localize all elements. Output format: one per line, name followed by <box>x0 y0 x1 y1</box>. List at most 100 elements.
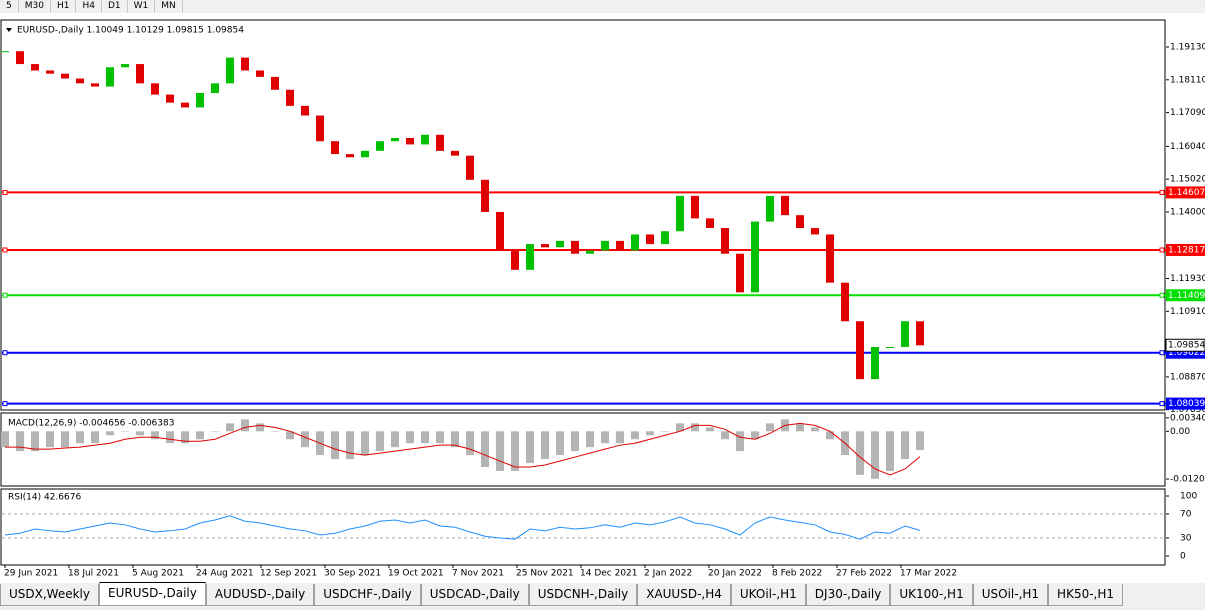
timeframe-button[interactable]: H1 <box>51 0 77 13</box>
x-tick-label: 20 Jan 2022 <box>708 569 762 579</box>
current-price-label: 1.09854 <box>1168 341 1205 351</box>
chart-tab[interactable]: DJ30-,Daily <box>805 584 891 606</box>
macd-bar <box>706 427 714 432</box>
candle-body <box>691 195 699 219</box>
macd-bar <box>466 431 474 456</box>
timeframe-button[interactable]: D1 <box>102 0 128 13</box>
candle-body <box>451 150 459 156</box>
timeframe-button[interactable]: 5 <box>0 0 19 13</box>
x-tick-label: 2 Jan 2022 <box>644 569 692 579</box>
macd-bar <box>541 431 549 460</box>
timeframe-button[interactable]: W1 <box>128 0 156 13</box>
level-handle <box>1159 350 1165 356</box>
level-handle <box>1159 247 1165 253</box>
chart-tab[interactable]: USDCHF-,Daily <box>314 584 421 606</box>
y-tick-label: 0 <box>1180 552 1186 562</box>
macd-bar <box>511 431 519 471</box>
macd-bar <box>181 431 189 444</box>
macd-bar <box>376 431 384 452</box>
macd-bar <box>226 423 234 432</box>
chart-tab[interactable]: USDCAD-,Daily <box>420 584 529 606</box>
chart-tab[interactable]: UKOil-,H1 <box>730 584 806 606</box>
candle-body <box>196 92 204 108</box>
candle-body <box>106 67 114 87</box>
candle-body <box>511 250 519 270</box>
level-handle <box>1159 292 1165 298</box>
y-tick-label: 1.18110 <box>1170 75 1205 85</box>
macd-frame <box>0 412 1166 487</box>
candle-body <box>406 137 414 145</box>
macd-header: MACD(12,26,9) -0.004656 -0.006383 <box>8 419 174 429</box>
level-label: 1.11409 <box>1168 291 1205 301</box>
macd-bar <box>451 431 459 448</box>
chart-tab[interactable]: UK100-,H1 <box>890 584 973 606</box>
level-handle <box>2 247 8 253</box>
y-tick-label: 1.14000 <box>1170 207 1205 217</box>
level-label: 1.14607 <box>1168 188 1205 198</box>
macd-bar <box>31 431 39 452</box>
macd-signal <box>5 422 921 476</box>
candle-body <box>496 211 504 251</box>
candle-body <box>316 115 324 142</box>
macd-bar <box>616 431 624 444</box>
level-handle <box>2 401 8 407</box>
macd-bar <box>46 431 54 448</box>
candle-body <box>856 321 864 380</box>
macd-bar <box>691 423 699 432</box>
macd-bar <box>676 423 684 432</box>
macd-bar <box>361 431 369 456</box>
level-handle <box>1159 401 1165 407</box>
macd-bar <box>286 431 294 440</box>
chart-tab[interactable]: XAUUSD-,H4 <box>637 584 731 606</box>
macd-bar <box>871 431 879 479</box>
level-label-box <box>1166 186 1205 199</box>
candle-body <box>466 155 474 180</box>
candle-body <box>751 221 759 293</box>
y-tick-label: 1.17090 <box>1170 108 1205 118</box>
candle-body <box>181 102 189 108</box>
macd-bar <box>496 431 504 471</box>
timeframe-button[interactable]: M30 <box>19 0 51 13</box>
candle-body <box>796 215 804 229</box>
candle-body <box>271 76 279 90</box>
macd-bar <box>91 431 99 444</box>
macd-bar <box>586 431 594 448</box>
chart-tab[interactable]: USDCNH-,Daily <box>528 584 638 606</box>
macd-bar <box>526 431 534 464</box>
candle-body <box>766 195 774 222</box>
macd-bar <box>271 431 279 432</box>
x-tick-label: 7 Nov 2021 <box>452 569 504 579</box>
level-label-box <box>1166 289 1205 302</box>
candle-body <box>241 57 249 71</box>
timeframe-button[interactable]: H4 <box>76 0 102 13</box>
x-tick-label: 19 Oct 2021 <box>388 569 444 579</box>
rsi-line <box>4 515 921 540</box>
chart-tab[interactable]: AUDUSD-,Daily <box>205 584 315 606</box>
timeframe-button[interactable]: MN <box>155 0 183 13</box>
candle-body <box>151 83 159 95</box>
chart-tab[interactable]: HK50-,H1 <box>1048 584 1124 606</box>
y-tick-label: 1.10910 <box>1170 307 1205 317</box>
chart-tab[interactable]: USOil-,H1 <box>972 584 1049 606</box>
candle-body <box>826 234 834 283</box>
chart-tab[interactable]: USDX,Weekly <box>0 584 99 606</box>
macd-bar <box>856 431 864 475</box>
macd-bar <box>151 431 159 440</box>
candle-body <box>916 321 924 346</box>
chart-tab[interactable]: EURUSD-,Daily <box>99 582 206 606</box>
macd-bar <box>391 431 399 448</box>
macd-bar <box>601 431 609 444</box>
candle-body <box>901 321 909 347</box>
y-tick-label: 0.00340 <box>1170 413 1205 423</box>
candle-body <box>286 89 294 106</box>
chart-header: EURUSD-,Daily 1.10049 1.10129 1.09815 1.… <box>17 26 244 36</box>
level-handle <box>2 189 8 195</box>
candle-body <box>376 141 384 151</box>
macd-bar <box>301 431 309 448</box>
candle-body <box>781 195 789 216</box>
candle-body <box>586 250 594 254</box>
macd-bar <box>1 431 9 448</box>
macd-bar <box>826 431 834 440</box>
y-tick-label: 1.16040 <box>1170 142 1205 152</box>
candle-body <box>346 154 354 158</box>
